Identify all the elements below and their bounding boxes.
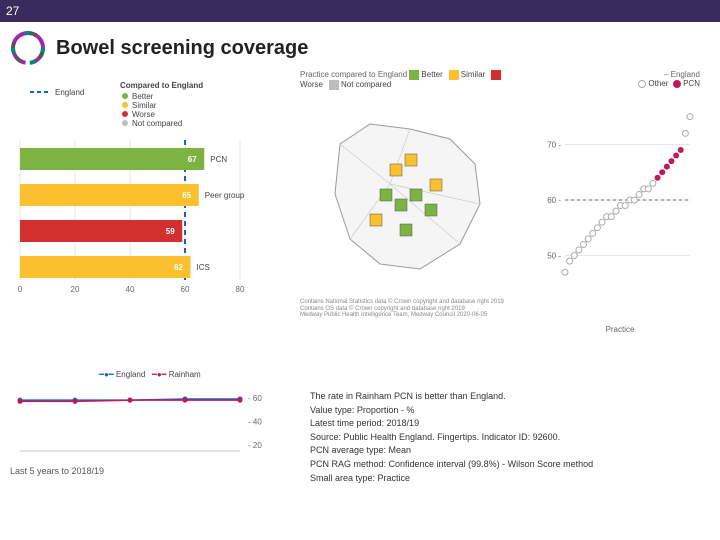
svg-text:70 -: 70 - [547,140,561,149]
trend-block: ━●━ England ━●━ Rainham - 20 - 40 - 60 Las… [10,370,290,490]
info-line: Value type: Proportion - % [310,404,710,417]
svg-text:59: 59 [166,227,175,236]
svg-text:- 60: - 60 [248,394,262,403]
info-line: The rate in Rainham PCN is better than E… [310,390,710,403]
scatter-xlabel: Practice [540,325,700,334]
svg-text:PCN: PCN [210,155,227,164]
svg-text:60 -: 60 - [547,196,561,205]
info-line: PCN average type: Mean [310,444,710,457]
scatter-block: – England Other PCN 50 - 60 - 70 - Practic… [540,70,700,350]
info-text: The rate in Rainham PCN is better than E… [310,390,710,485]
svg-text:67: 67 [188,155,197,164]
svg-text:Better: Better [132,92,154,101]
svg-text:65: 65 [182,191,191,200]
map-block: Practice compared to England BetterSimil… [300,70,520,350]
svg-text:Similar: Similar [132,101,157,110]
map-legend: Practice compared to England BetterSimil… [300,70,520,90]
trend-legend: ━●━ England ━●━ Rainham [10,370,290,379]
svg-text:20: 20 [71,285,80,294]
svg-text:England: England [55,88,84,97]
svg-text:62: 62 [174,263,183,272]
svg-text:Not compared: Not compared [132,119,182,128]
map-source: Contains National Statistics data © Crow… [300,299,520,319]
svg-text:Peer group: Peer group [205,191,245,200]
page-title: Bowel screening coverage [56,37,308,60]
svg-text:- 40: - 40 [248,417,262,426]
svg-text:ICS: ICS [197,263,210,272]
svg-text:- 20: - 20 [248,441,262,450]
svg-text:80: 80 [236,285,245,294]
slide-number: 27 [6,4,19,18]
svg-text:Worse: Worse [132,110,156,119]
header-bar: 27 [0,0,720,22]
svg-text:Compared to England: Compared to England [120,81,203,90]
scatter-legend: – England Other PCN [540,70,700,88]
info-line: PCN RAG method: Confidence interval (99.… [310,458,710,471]
info-line: Source: Public Health England. Fingertip… [310,431,710,444]
info-line: Latest time period: 2018/19 [310,417,710,430]
svg-text:60: 60 [181,285,190,294]
info-line: Small area type: Practice [310,472,710,485]
bar-chart: England Compared to England BetterSimilarW… [10,80,290,310]
svg-text:50 -: 50 - [547,252,561,261]
trend-title: Last 5 years to 2018/19 [10,466,290,476]
svg-text:0: 0 [18,285,23,294]
content-area: England Compared to England BetterSimilarW… [10,70,710,370]
phe-logo [10,30,46,66]
title-row: Bowel screening coverage [0,22,720,70]
svg-text:40: 40 [126,285,135,294]
